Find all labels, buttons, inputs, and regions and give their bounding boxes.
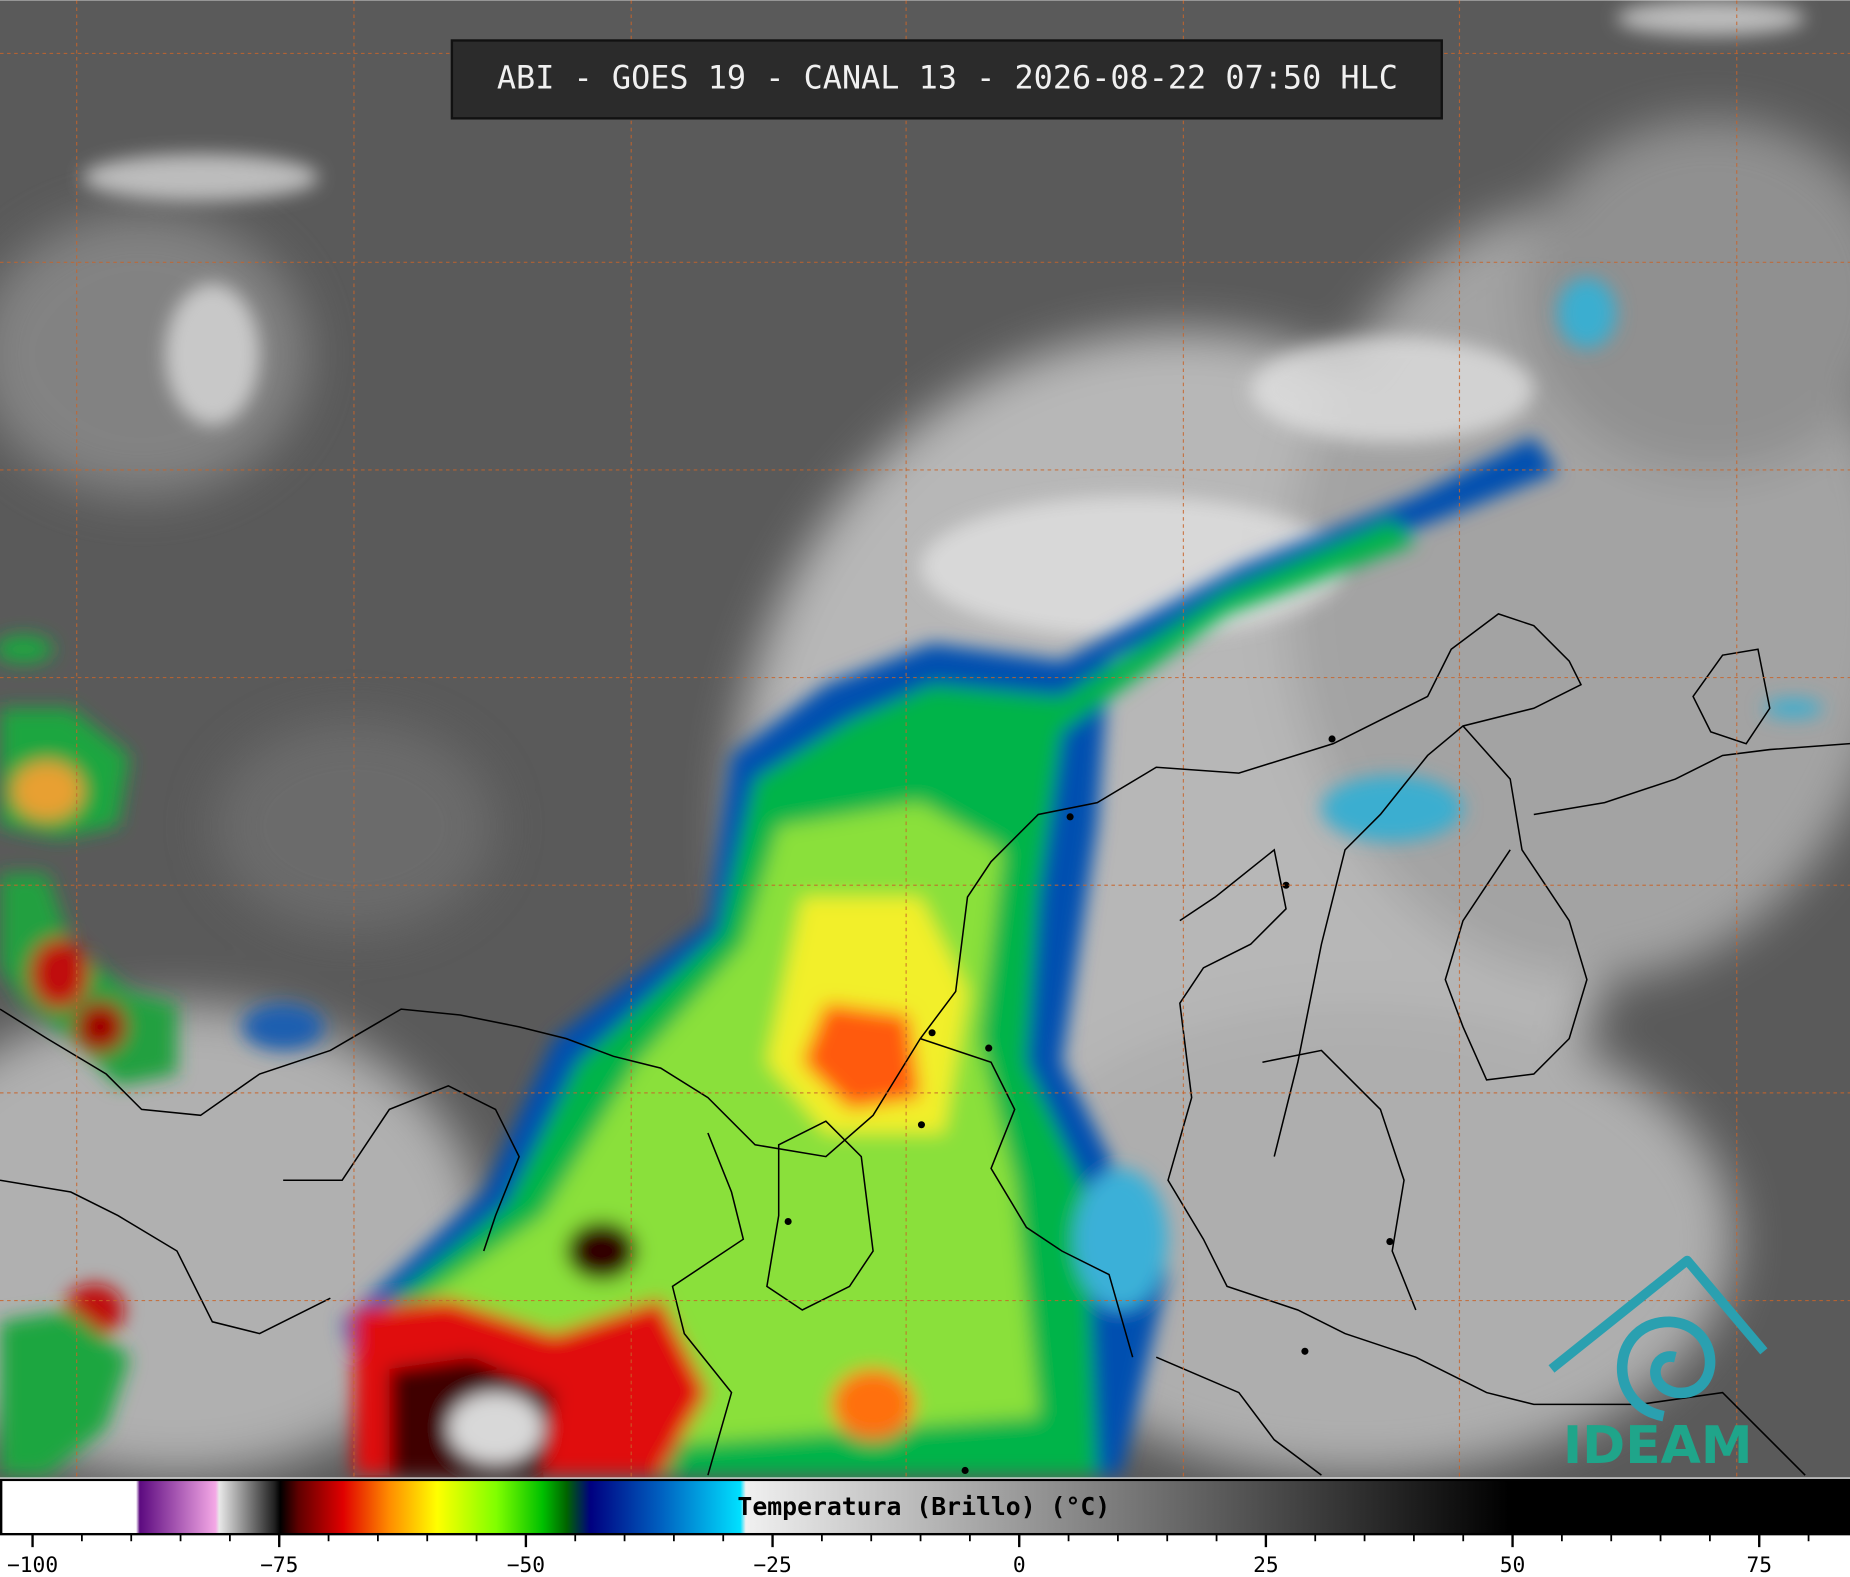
tick-label: −25 bbox=[753, 1553, 791, 1577]
tick-label: −50 bbox=[507, 1553, 545, 1577]
tick-label: 50 bbox=[1500, 1553, 1526, 1577]
logo-text: IDEAM bbox=[1563, 1416, 1753, 1476]
tick-label: −100 bbox=[7, 1553, 58, 1577]
graticule bbox=[0, 0, 1850, 1478]
colorbar-scale bbox=[0, 1478, 1850, 1536]
colorbar: Temperatura (Brillo) (°C) −100 −75 −50 −25 0… bbox=[0, 1477, 1850, 1577]
coastlines bbox=[0, 613, 1850, 1476]
tick-label: 25 bbox=[1253, 1553, 1279, 1577]
tick-label: −75 bbox=[260, 1553, 298, 1577]
colorbar-label: Temperatura (Brillo) (°C) bbox=[737, 1492, 1110, 1521]
tick-label: 0 bbox=[1013, 1553, 1026, 1577]
title: ABI - GOES 19 - CANAL 13 - 2026-08-22 07… bbox=[497, 58, 1398, 96]
title-box bbox=[450, 39, 1443, 120]
imagery bbox=[0, 0, 1850, 1478]
tick-label: 75 bbox=[1746, 1553, 1772, 1577]
logo: IDEAM bbox=[1548, 1255, 1768, 1476]
